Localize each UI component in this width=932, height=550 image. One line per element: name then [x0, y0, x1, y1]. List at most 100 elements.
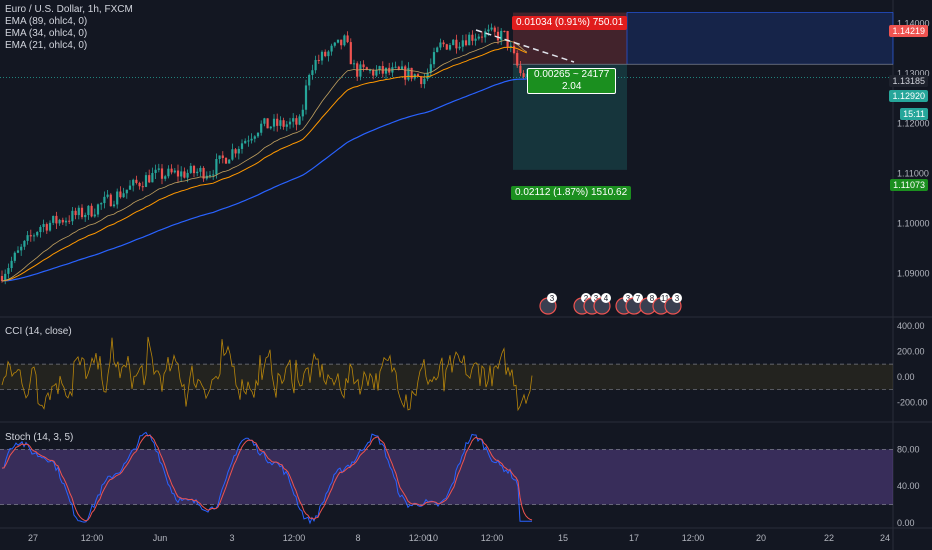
candle-body: [471, 34, 474, 41]
candle-body: [68, 220, 71, 222]
candle-body: [180, 171, 183, 177]
candle-body: [132, 179, 135, 186]
event-count-badge: [633, 293, 643, 303]
stoch-band: [0, 449, 893, 505]
time-axis-label: 12:00: [409, 533, 432, 543]
candle-body: [301, 109, 304, 117]
candle-body: [288, 121, 292, 125]
candle-body: [202, 167, 205, 179]
candle-body: [100, 203, 103, 205]
candle-body: [20, 246, 23, 251]
event-count-badge: [547, 293, 557, 303]
cci-tick-label: 0.00: [897, 372, 915, 382]
candle-body: [452, 39, 455, 46]
position-center-line2: 2.04: [561, 81, 582, 92]
candle-body: [186, 172, 189, 178]
candle-body: [525, 73, 528, 78]
symbol-title[interactable]: Euro / U.S. Dollar, 1h, FXCM: [5, 4, 133, 15]
candle-body: [432, 52, 436, 65]
candle-body: [285, 124, 288, 127]
cci-tick-label: -200.00: [897, 397, 928, 407]
event-count: 8: [650, 294, 655, 303]
candle-body: [461, 40, 464, 47]
ema-89-legend[interactable]: EMA (89, ohlc4, 0): [5, 16, 88, 27]
cci-tick-label: 400.00: [897, 321, 925, 331]
candle-body: [64, 220, 68, 223]
time-axis-label: 20: [756, 533, 766, 543]
position-center-label[interactable]: 0.00265 ~ 24177 2.04: [527, 68, 617, 94]
event-count: 3: [626, 294, 631, 303]
candle-body: [167, 168, 170, 177]
candle-body: [215, 159, 218, 175]
price-tick-label: 1.09000: [897, 269, 930, 279]
candle-body: [327, 51, 330, 57]
candle-body: [151, 172, 154, 183]
candle-body: [109, 194, 112, 207]
candle-body: [173, 170, 176, 173]
candle-body: [359, 64, 362, 77]
candle-body: [346, 35, 349, 43]
candle-body: [176, 170, 180, 177]
candle-body: [96, 204, 100, 215]
candle-body: [128, 185, 132, 190]
time-axis-label: 3: [229, 533, 234, 543]
candle-body: [55, 215, 58, 224]
candle-body: [298, 116, 301, 125]
candle-body: [112, 204, 116, 207]
candle-body: [42, 224, 45, 227]
candle-body: [141, 186, 144, 188]
ema-34-legend[interactable]: EMA (34, ohlc4, 0): [5, 28, 88, 39]
candle-body: [333, 42, 336, 46]
candle-body: [77, 207, 80, 216]
candle-body: [93, 214, 96, 217]
candle-body: [487, 29, 490, 32]
stop-loss-label[interactable]: 0.01034 (0.91%) 750.01: [512, 16, 628, 30]
cci-legend[interactable]: CCI (14, close): [5, 326, 72, 337]
candle-body: [480, 36, 484, 38]
candle-body: [135, 179, 138, 183]
candle-body: [212, 174, 215, 176]
cci-tick-label: 200.00: [897, 346, 925, 356]
take-profit-label[interactable]: 0.02112 (1.87%) 1510.62: [511, 186, 632, 200]
time-axis-label: 8: [355, 533, 360, 543]
time-axis-label: 12:00: [682, 533, 705, 543]
candle-body: [324, 51, 327, 57]
ema-21-line: [1, 39, 528, 282]
candle-body: [61, 219, 64, 223]
stoch-tick-label: 40.00: [897, 481, 920, 491]
position-center-line1: 0.00265 ~ 24177: [534, 69, 610, 80]
candle-body: [157, 168, 160, 170]
candle-body: [256, 132, 260, 137]
candle-body: [80, 207, 84, 218]
candle-body: [116, 191, 119, 205]
event-count-badge: [601, 293, 611, 303]
stoch-d-line: [1, 434, 533, 522]
candle-body: [442, 42, 445, 45]
candle-body: [292, 118, 295, 122]
candle-body: [522, 73, 525, 78]
candle-body: [330, 45, 333, 52]
ema-21-legend[interactable]: EMA (21, ohlc4, 0): [5, 40, 88, 51]
candle-body: [468, 34, 471, 46]
candle-body: [448, 45, 452, 50]
candle-body: [295, 118, 298, 125]
candle-body: [183, 171, 186, 178]
range-box: [626, 12, 894, 65]
event-count: 3: [550, 294, 555, 303]
candle-body: [368, 69, 372, 71]
cci-line: [1, 336, 533, 412]
candle-body: [349, 42, 352, 65]
stoch-legend[interactable]: Stoch (14, 3, 5): [5, 432, 74, 443]
event-count-badge: [672, 293, 682, 303]
candle-body: [375, 70, 378, 76]
candle-body: [394, 66, 397, 68]
candle-body: [279, 120, 282, 126]
candle-body: [352, 63, 356, 65]
candle-body: [503, 30, 506, 32]
price-tick-label: 1.10000: [897, 219, 930, 229]
candle-body: [308, 74, 311, 86]
candle-body: [244, 140, 247, 144]
candle-body: [269, 126, 272, 129]
